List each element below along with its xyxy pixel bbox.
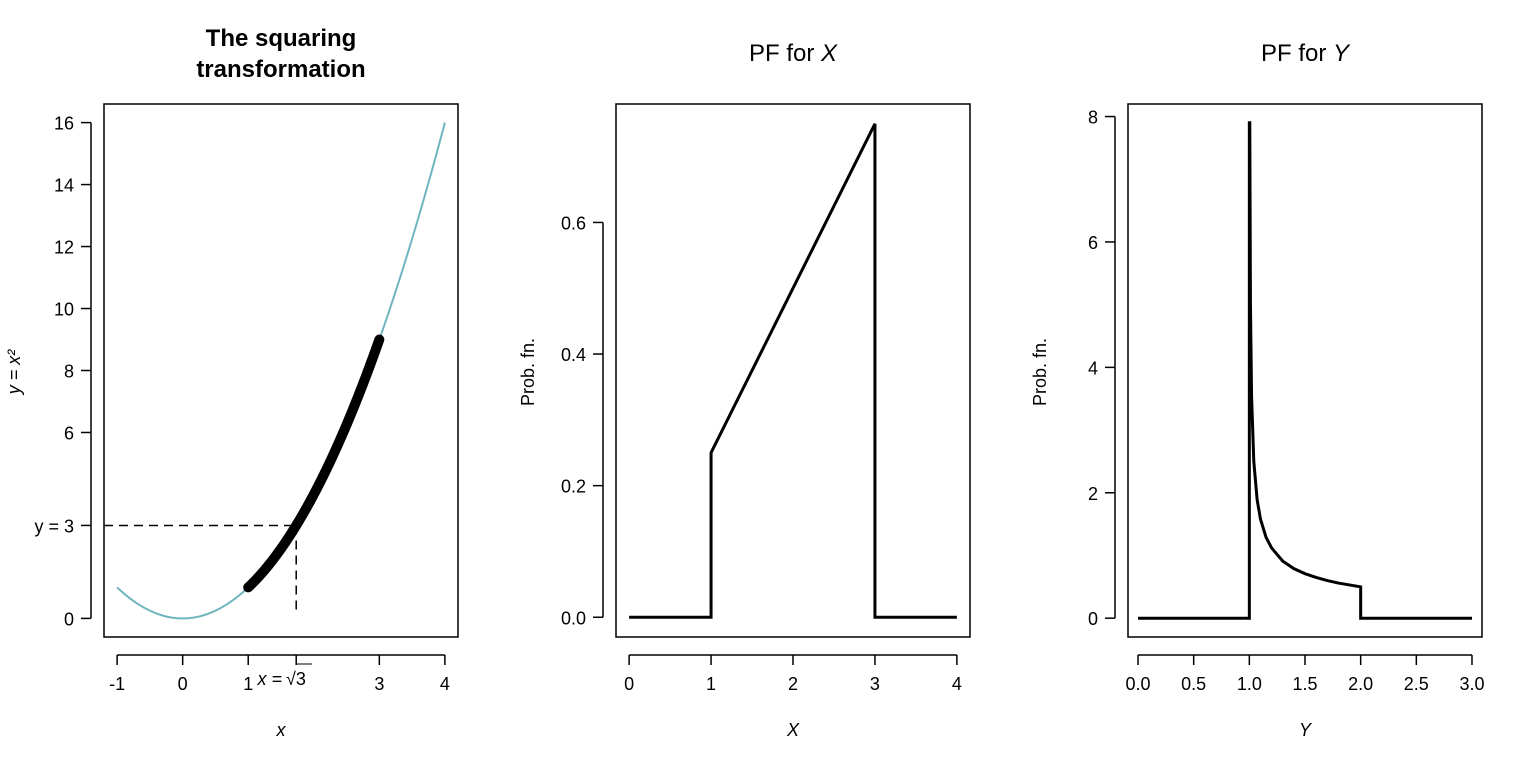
y-tick-label: 10 [54, 300, 74, 320]
y-tick-label: 8 [64, 362, 74, 382]
x-tick-label: 3 [870, 674, 880, 694]
panel2-y-axis: 0.0 0.2 0.4 0.6 [561, 213, 604, 628]
panel1-y-axis: 0 6 8 10 12 14 16 y = 3 [34, 114, 92, 629]
x-tick-label: 1 [243, 674, 253, 694]
panel-squaring: The squaring transformation -1 0 1 3 4 0 6 8 10… [4, 25, 459, 740]
x-tick-label: 2 [788, 674, 798, 694]
panel2-plot-frame [615, 103, 971, 638]
y-tick-label: 6 [1088, 233, 1098, 253]
x-tick-label: 0.0 [1126, 674, 1151, 694]
x-tick-label: 4 [952, 674, 962, 694]
panel-pf-y: PF for Y 0.0 0.5 1.0 1.5 2.0 2.5 3.0 0 2 4 6 8 Y P… [1030, 40, 1484, 740]
panel1-x-label: x [276, 720, 287, 740]
x-tick-label: -1 [109, 674, 125, 694]
svg-text:√3: √3 [286, 669, 306, 689]
x-tick-label: 3 [374, 674, 384, 694]
x-tick-label: 1.5 [1292, 674, 1317, 694]
pf-y-line [1138, 121, 1472, 620]
panel3-title: PF for Y [1261, 40, 1351, 67]
y-tick-label: 0.0 [561, 608, 586, 628]
panel2-title: PF for X [749, 40, 838, 67]
y-tick-label: 14 [54, 176, 74, 196]
panel2-x-axis: 0 1 2 3 4 [624, 654, 962, 694]
x-tick-label: 0.5 [1181, 674, 1206, 694]
panel2-y-label: Prob. fn. [518, 338, 538, 406]
panel1-plot-frame [103, 103, 459, 638]
panel3-x-axis: 0.0 0.5 1.0 1.5 2.0 2.5 3.0 [1126, 654, 1484, 694]
y-special-tick-label: y = 3 [34, 516, 74, 536]
y-tick-label: 0.4 [561, 345, 586, 365]
panel-pf-x: PF for X 0 1 2 3 4 0.0 0.2 0.4 0.6 X Prob. fn. [518, 40, 971, 740]
panel1-title-line1: The squaring [206, 25, 357, 52]
pf-x-line [629, 123, 957, 619]
panel1-marks [104, 122, 446, 620]
panel1-y-label: y = x² [4, 349, 24, 397]
x-tick-label: 0 [178, 674, 188, 694]
panel3-plot-frame [1127, 103, 1483, 638]
y-tick-label: 12 [54, 238, 74, 258]
y-tick-label: 0 [64, 609, 74, 629]
y-tick-label: 0.6 [561, 213, 586, 233]
panel1-title-line2: transformation [196, 56, 365, 83]
panel2-x-label: X [786, 720, 800, 740]
x-tick-label: 2.5 [1404, 674, 1429, 694]
x-tick-label: 0 [624, 674, 634, 694]
y-tick-label: 6 [64, 423, 74, 443]
x-tick-label: 4 [440, 674, 450, 694]
y-tick-label: 16 [54, 114, 74, 134]
y-tick-label: 8 [1088, 108, 1098, 128]
panel3-y-label: Prob. fn. [1030, 338, 1050, 406]
x-tick-label: 1.0 [1237, 674, 1262, 694]
y-tick-label: 2 [1088, 484, 1098, 504]
y-tick-label: 4 [1088, 358, 1098, 378]
panel1-x-axis: -1 0 1 3 4 [109, 654, 450, 694]
panel3-y-axis: 0 2 4 6 8 [1088, 108, 1116, 629]
highlighted-curve-segment [243, 334, 385, 593]
svg-text:x =: x = [256, 669, 282, 689]
x-tick-label: 3.0 [1459, 674, 1484, 694]
x-tick-label: 2.0 [1348, 674, 1373, 694]
y-tick-label: 0 [1088, 609, 1098, 629]
panel3-x-label: Y [1299, 720, 1313, 740]
x-sqrt3-tick-label: x = √3 [256, 663, 312, 689]
x-tick-label: 1 [706, 674, 716, 694]
y-tick-label: 0.2 [561, 477, 586, 497]
